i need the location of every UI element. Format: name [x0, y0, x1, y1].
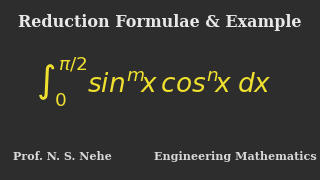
Text: Engineering Mathematics: Engineering Mathematics [154, 151, 316, 162]
Text: Prof. N. S. Nehe: Prof. N. S. Nehe [13, 151, 112, 162]
Text: Reduction Formulae & Example: Reduction Formulae & Example [18, 14, 302, 31]
Text: $\int_0^{\pi/2} sin^{m}\!x\,cos^{n}\!x\;dx$: $\int_0^{\pi/2} sin^{m}\!x\,cos^{n}\!x\;… [36, 54, 271, 108]
